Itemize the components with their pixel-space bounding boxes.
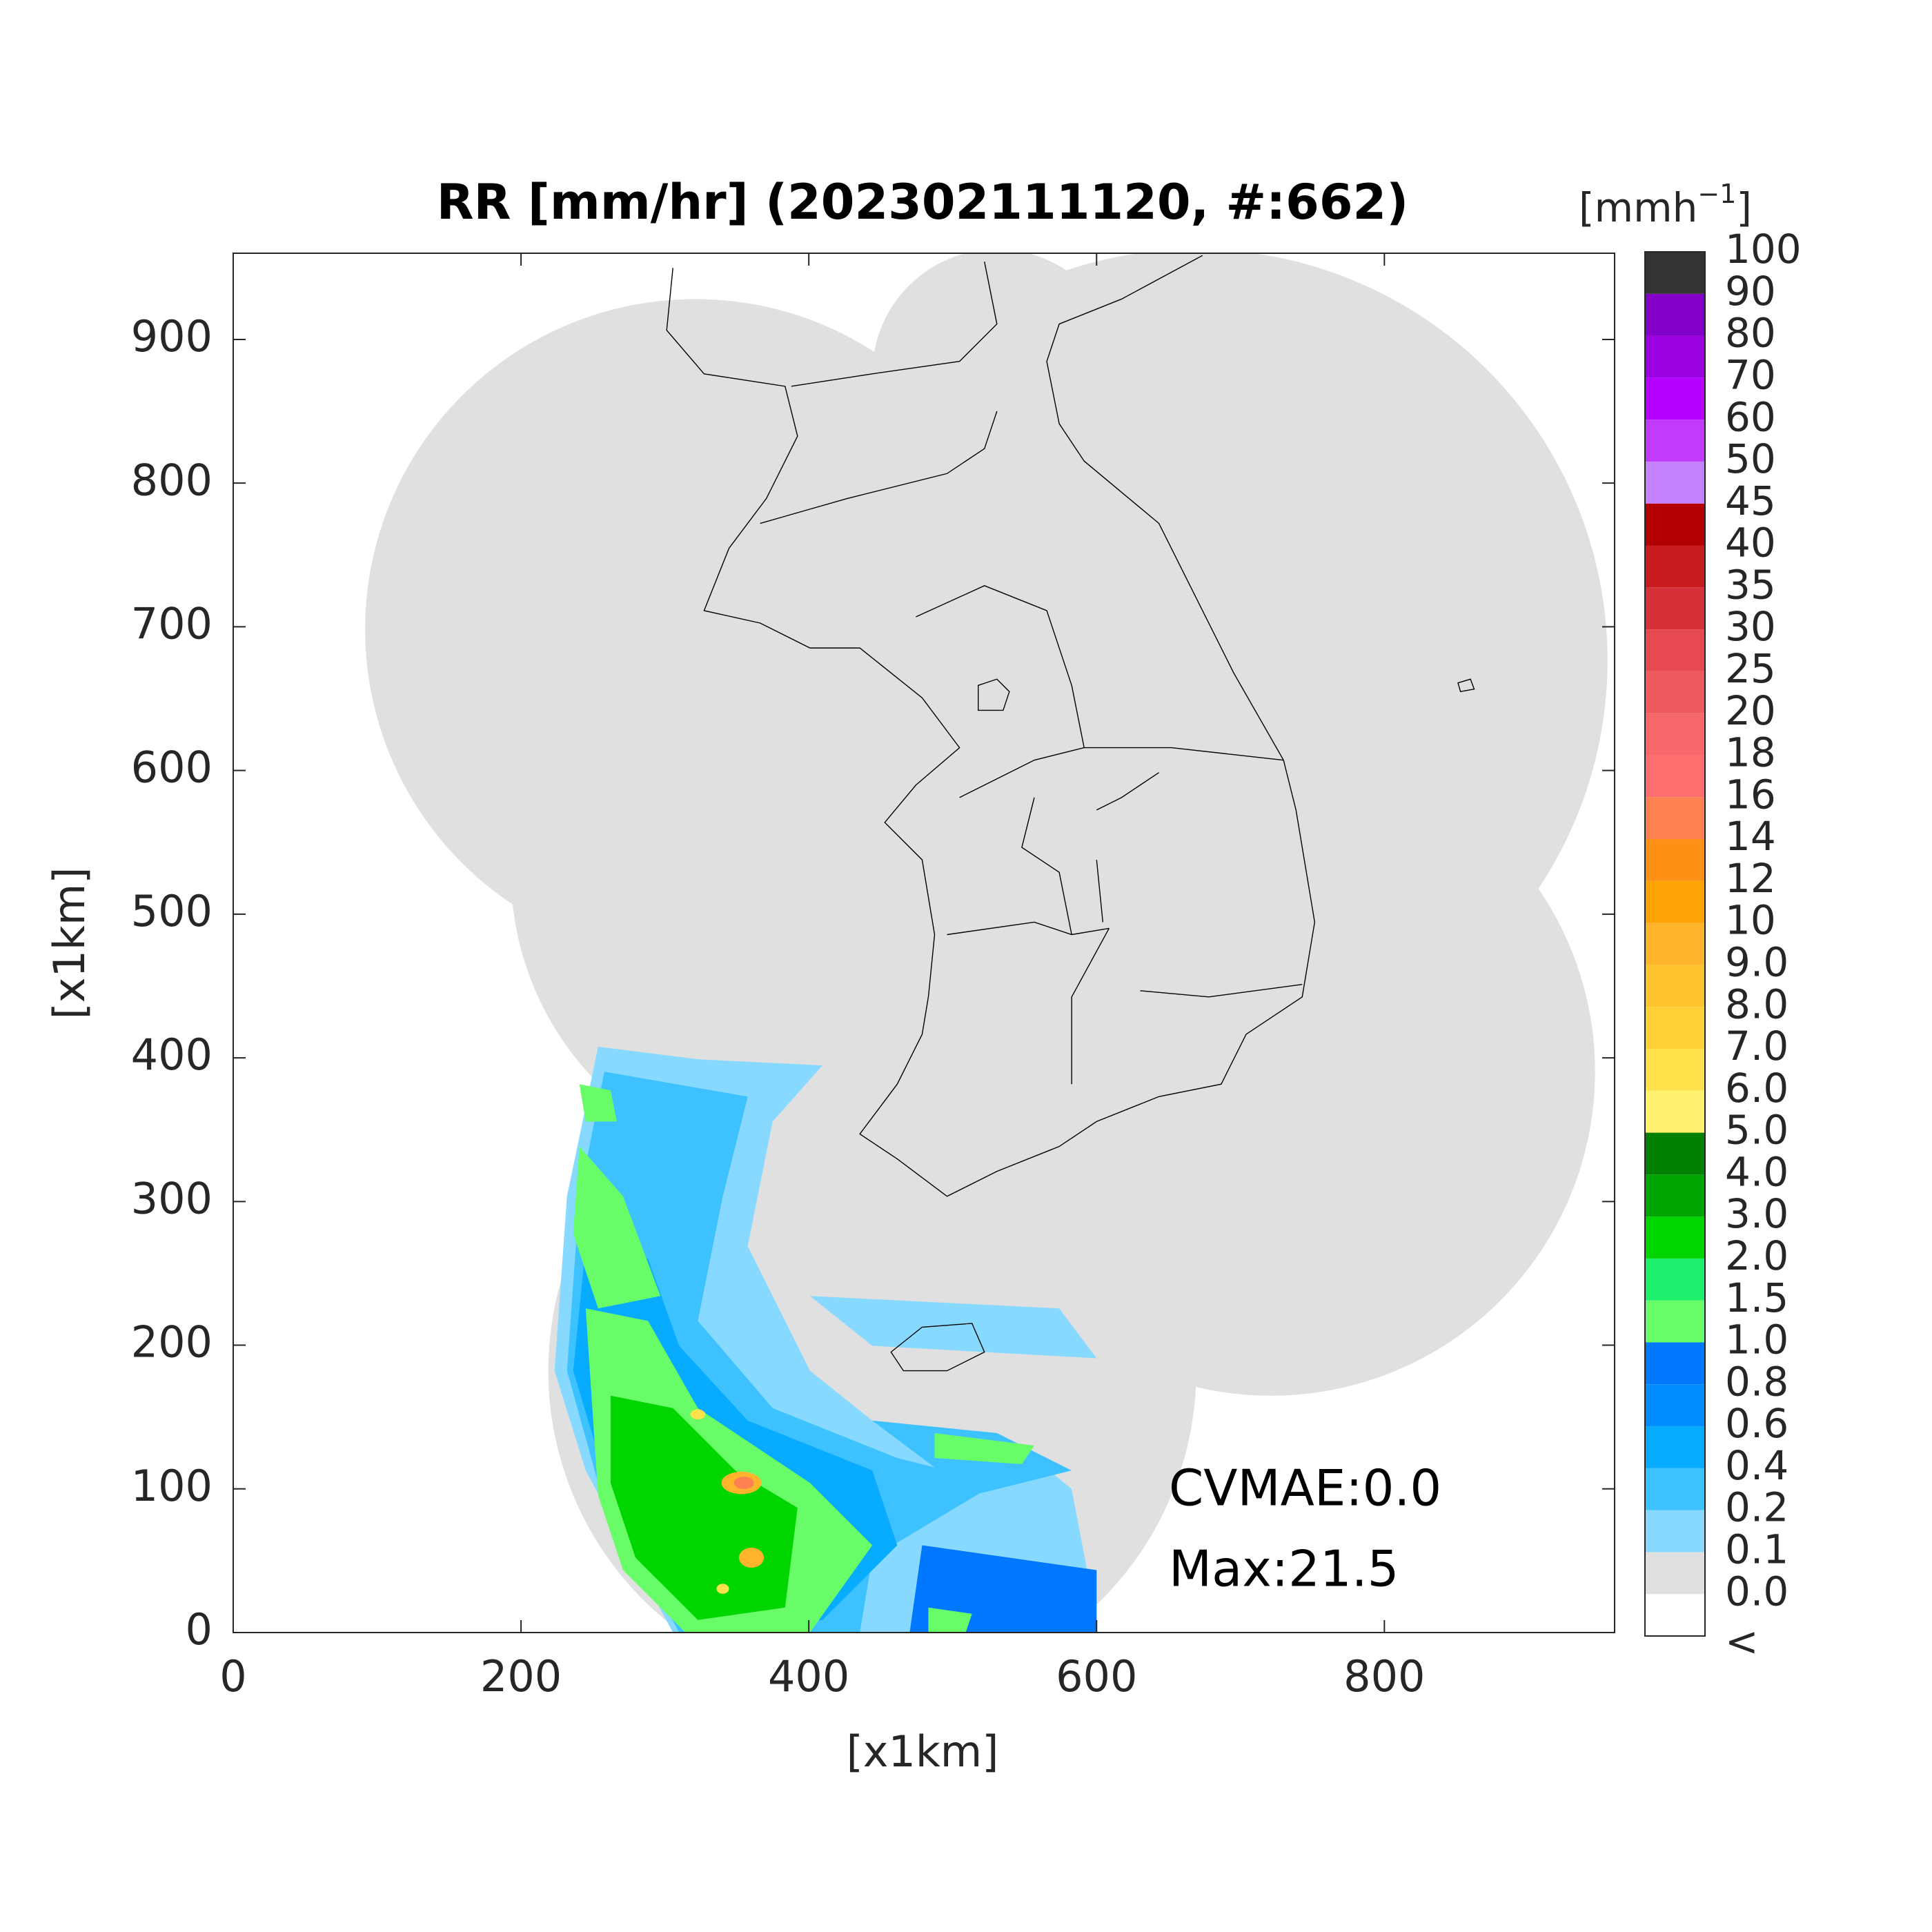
colorbar-label: 14 <box>1725 813 1776 860</box>
colorbar-label: 3.0 <box>1725 1190 1788 1237</box>
colorbar-band <box>1645 1048 1705 1091</box>
colorbar-label: 0.0 <box>1725 1568 1788 1615</box>
colorbar-label: 70 <box>1725 351 1776 398</box>
colorbar-label: 9.0 <box>1725 939 1788 986</box>
colorbar-band <box>1645 1216 1705 1259</box>
colorbar-label: 20 <box>1725 687 1776 734</box>
colorbar-band <box>1645 377 1705 420</box>
colorbar-label: 30 <box>1725 603 1776 650</box>
colorbar-label: 1.0 <box>1725 1317 1788 1363</box>
colorbar-label: 5.0 <box>1725 1107 1788 1154</box>
y-tick-label: 700 <box>131 598 213 649</box>
colorbar-band <box>1645 671 1705 713</box>
colorbar-band <box>1645 1342 1705 1385</box>
colorbar-band <box>1645 923 1705 965</box>
colorbar-band <box>1645 1090 1705 1133</box>
colorbar-label: 10 <box>1725 897 1776 944</box>
colorbar-label: 0.1 <box>1725 1526 1788 1573</box>
colorbar-label: 50 <box>1725 435 1776 482</box>
colorbar-label: 100 <box>1725 226 1802 273</box>
colorbar-band <box>1645 839 1705 881</box>
colorbar-label: 45 <box>1725 477 1776 524</box>
colorbar-band <box>1645 1007 1705 1049</box>
colorbar-band <box>1645 1468 1705 1510</box>
colorbar-label: 2.0 <box>1725 1232 1788 1279</box>
colorbar-band <box>1645 797 1705 840</box>
unit-text: ] <box>1736 184 1752 231</box>
annotation: CVMAE:0.0 <box>1169 1459 1441 1517</box>
chart-title: RR [mm/hr] (202302111120, #:662) <box>437 174 1409 230</box>
colorbar-label: 16 <box>1725 771 1776 818</box>
colorbar-band <box>1645 755 1705 798</box>
colorbar-band <box>1645 880 1705 923</box>
x-axis-label: [x1km] <box>847 1726 999 1777</box>
x-tick-label: 0 <box>219 1651 246 1702</box>
colorbar-label: 90 <box>1725 268 1776 315</box>
colorbar-band <box>1645 587 1705 630</box>
colorbar-label: 0.4 <box>1725 1442 1788 1489</box>
colorbar-unit: [mmh−1] <box>1579 179 1752 232</box>
colorbar-band <box>1645 420 1705 462</box>
y-tick-label: 600 <box>131 742 213 793</box>
colorbar-band <box>1645 1384 1705 1427</box>
y-tick-label: 500 <box>131 886 213 936</box>
colorbar-band <box>1645 293 1705 336</box>
colorbar-label: 6.0 <box>1725 1065 1788 1112</box>
colorbar-label: 0.8 <box>1725 1358 1788 1405</box>
y-tick-label: 900 <box>131 311 213 362</box>
colorbar-label: 0.6 <box>1725 1400 1788 1447</box>
colorbar-band <box>1645 713 1705 756</box>
colorbar-label: 35 <box>1725 561 1776 608</box>
colorbar-label: 40 <box>1725 520 1776 566</box>
x-tick-label: 200 <box>480 1651 562 1702</box>
colorbar-label: 80 <box>1725 310 1776 357</box>
colorbar-band <box>1645 629 1705 671</box>
colorbar-band <box>1645 1594 1705 1636</box>
colorbar-band <box>1645 1510 1705 1552</box>
annotation: Max:21.5 <box>1169 1540 1399 1598</box>
colorbar-label: 18 <box>1725 729 1776 776</box>
x-tick-label: 400 <box>768 1651 849 1702</box>
colorbar-label: 1.5 <box>1725 1274 1788 1321</box>
colorbar-label: < <box>1725 1618 1759 1665</box>
coastline <box>667 255 1474 1370</box>
y-tick-label: 300 <box>131 1173 213 1223</box>
map <box>365 253 1608 1633</box>
colorbar-band <box>1645 545 1705 588</box>
y-tick-label: 400 <box>131 1029 213 1080</box>
colorbar-label: 0.2 <box>1725 1484 1788 1531</box>
colorbar-label: 12 <box>1725 855 1776 902</box>
y-tick-label: 200 <box>131 1317 213 1368</box>
unit-exponent: −1 <box>1697 179 1736 209</box>
colorbar-label: 4.0 <box>1725 1148 1788 1195</box>
colorbar-label: 7.0 <box>1725 1023 1788 1070</box>
colorbar-band <box>1645 1300 1705 1343</box>
x-tick-label: 600 <box>1056 1651 1137 1702</box>
radar-coverage <box>365 253 1608 1633</box>
x-tick-label: 800 <box>1343 1651 1425 1702</box>
colorbar-band <box>1645 1174 1705 1217</box>
y-tick-label: 800 <box>131 455 213 505</box>
y-tick-label: 0 <box>186 1604 213 1655</box>
colorbar-label: 25 <box>1725 645 1776 692</box>
y-axis-label: [x1km] <box>44 867 95 1020</box>
colorbar-band <box>1645 1132 1705 1175</box>
unit-text: [mmh <box>1579 184 1697 231</box>
colorbar-band <box>1645 503 1705 546</box>
colorbar-frame <box>1644 251 1706 1637</box>
axes-box <box>233 253 1615 1633</box>
colorbar-label: 60 <box>1725 393 1776 440</box>
colorbar-band <box>1645 335 1705 378</box>
colorbar-band <box>1645 252 1705 294</box>
colorbar-band <box>1645 965 1705 1007</box>
colorbar-band <box>1645 461 1705 504</box>
y-tick-label: 100 <box>131 1461 213 1511</box>
colorbar-label: 8.0 <box>1725 980 1788 1027</box>
colorbar-band <box>1645 1426 1705 1468</box>
colorbar-band <box>1645 1552 1705 1595</box>
colorbar-band <box>1645 1258 1705 1301</box>
rain-field <box>554 1047 1097 1633</box>
